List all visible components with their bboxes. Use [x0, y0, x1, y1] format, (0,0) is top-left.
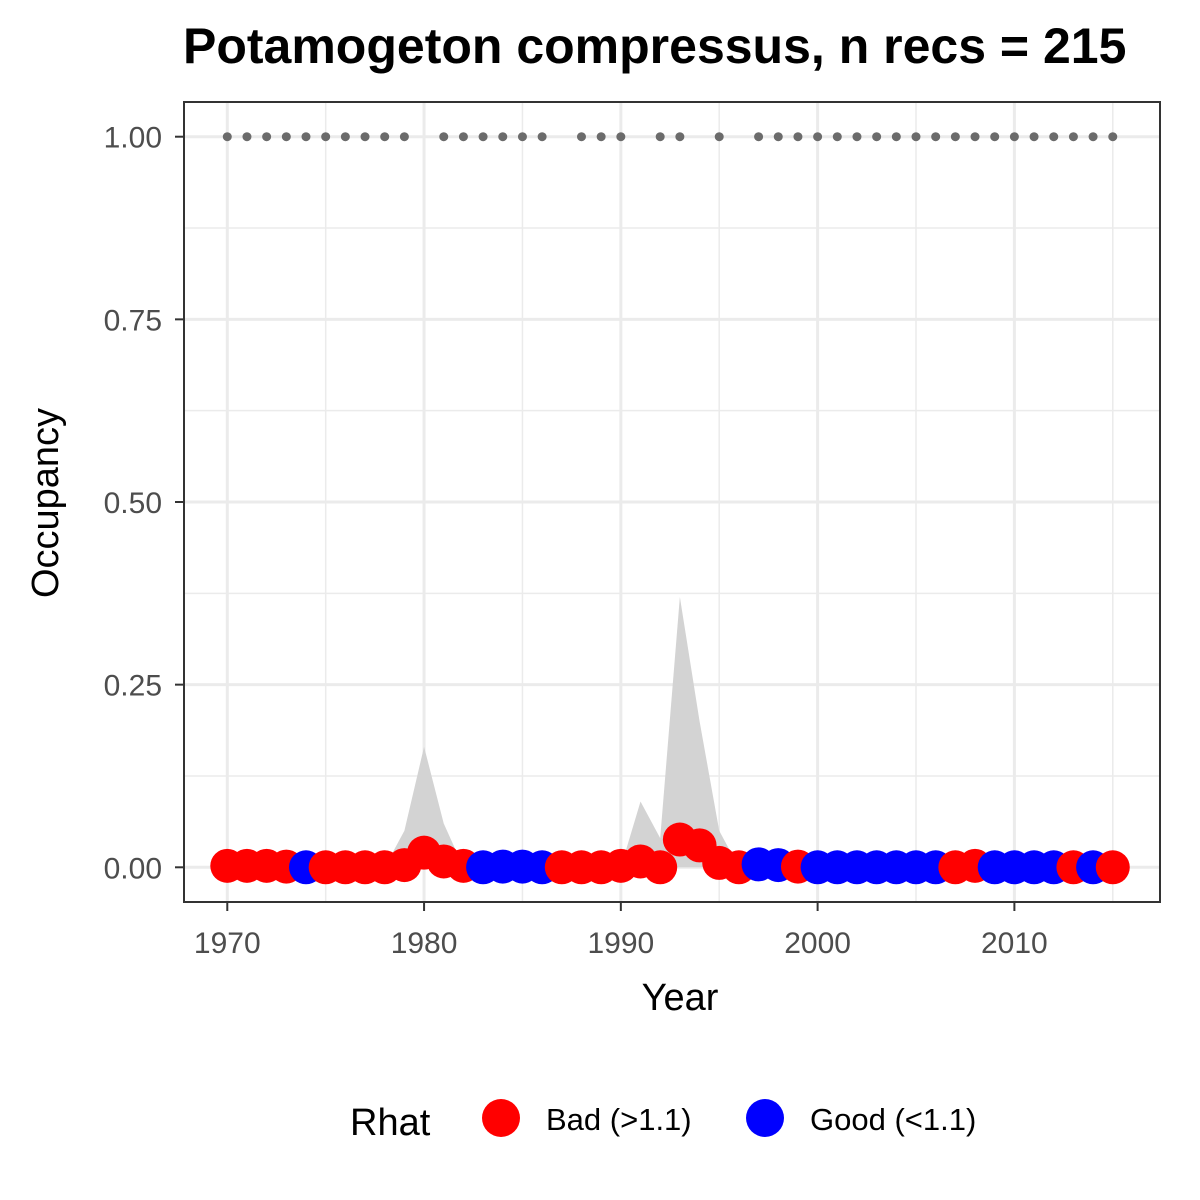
record-dot [439, 132, 449, 142]
record-dot [714, 132, 724, 142]
record-dot [655, 132, 665, 142]
record-dot [990, 132, 1000, 142]
record-dot [1088, 132, 1098, 142]
y-tick-label: 0.75 [104, 304, 162, 337]
record-dot [773, 132, 783, 142]
x-axis: 1970 1980 1990 2000 2010 [194, 902, 1048, 960]
legend: Rhat Bad (>1.1) Good (<1.1) [350, 1099, 976, 1144]
record-dot [754, 132, 764, 142]
record-dot [321, 132, 331, 142]
x-tick-label: 2010 [981, 927, 1048, 960]
record-dot [380, 132, 390, 142]
record-dot [262, 132, 272, 142]
y-tick-label: 0.00 [104, 852, 162, 885]
record-dot [458, 132, 468, 142]
record-dot [399, 132, 409, 142]
y-axis: 0.00 0.25 0.50 0.75 1.00 [104, 122, 184, 885]
record-dot [281, 132, 291, 142]
y-tick-label: 1.00 [104, 122, 162, 155]
record-dot [970, 132, 980, 142]
record-dot [832, 132, 842, 142]
record-dot [596, 132, 606, 142]
record-dot [360, 132, 370, 142]
record-dot [498, 132, 508, 142]
x-tick-label: 1990 [587, 927, 654, 960]
legend-label-good: Good (<1.1) [810, 1102, 976, 1137]
record-dot [852, 132, 862, 142]
record-dot [911, 132, 921, 142]
record-dot [1049, 132, 1059, 142]
legend-key-bad [482, 1099, 520, 1137]
occupancy-points [210, 822, 1130, 885]
x-tick-label: 2000 [784, 927, 851, 960]
record-dot [616, 132, 626, 142]
legend-title: Rhat [350, 1102, 431, 1144]
y-tick-label: 0.25 [104, 670, 162, 703]
occupancy-point [1095, 850, 1130, 885]
record-dot [517, 132, 527, 142]
record-dot [891, 132, 901, 142]
chart-title: Potamogeton compressus, n recs = 215 [183, 18, 1126, 74]
record-dot [340, 132, 350, 142]
record-dot [1009, 132, 1019, 142]
legend-label-bad: Bad (>1.1) [546, 1102, 692, 1137]
record-dot [931, 132, 941, 142]
record-dot [793, 132, 803, 142]
legend-key-good [746, 1099, 784, 1137]
record-dot [872, 132, 882, 142]
x-tick-label: 1980 [391, 927, 458, 960]
record-dot [675, 132, 685, 142]
occupancy-point [643, 850, 678, 885]
y-tick-label: 0.50 [104, 487, 162, 520]
record-dot [813, 132, 823, 142]
record-dot [537, 132, 547, 142]
x-axis-title: Year [642, 977, 719, 1019]
record-dot [242, 132, 252, 142]
record-dot [576, 132, 586, 142]
credible-interval-ribbon [227, 596, 1113, 868]
record-dot [478, 132, 488, 142]
ribbon-area [227, 596, 1113, 868]
record-dot [1029, 132, 1039, 142]
x-tick-label: 1970 [194, 927, 261, 960]
record-dots [222, 132, 1118, 142]
record-dot [1108, 132, 1118, 142]
record-dot [301, 132, 311, 142]
record-dot [950, 132, 960, 142]
record-dot [222, 132, 232, 142]
record-dot [1068, 132, 1078, 142]
y-axis-title: Occupancy [25, 408, 67, 598]
